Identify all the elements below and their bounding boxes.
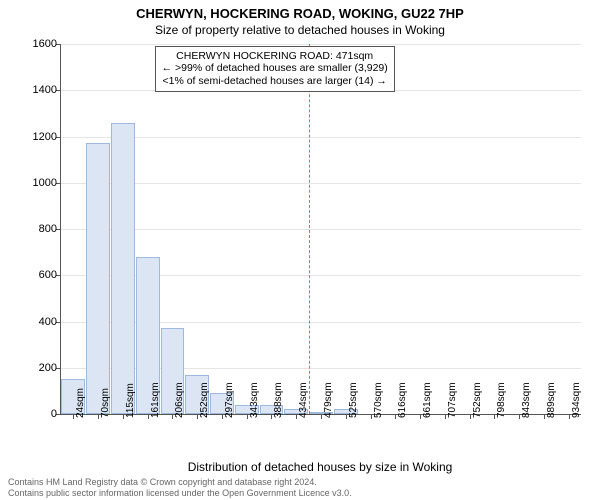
xtick-label: 434sqm xyxy=(298,382,309,418)
xtick-mark xyxy=(321,414,322,419)
footnote: Contains HM Land Registry data © Crown c… xyxy=(8,477,352,498)
ytick-label: 800 xyxy=(39,223,57,235)
annotation-line3: <1% of semi-detached houses are larger (… xyxy=(162,75,388,88)
xtick-label: 479sqm xyxy=(323,382,334,418)
xtick-label: 24sqm xyxy=(75,388,86,418)
xtick-label: 934sqm xyxy=(571,382,582,418)
gridline xyxy=(61,137,581,138)
xtick-label: 388sqm xyxy=(273,382,284,418)
ytick-label: 1200 xyxy=(33,131,57,143)
xtick-label: 889sqm xyxy=(546,382,557,418)
xtick-mark xyxy=(519,414,520,419)
chart-title: CHERWYN, HOCKERING ROAD, WOKING, GU22 7H… xyxy=(0,0,600,21)
xtick-mark xyxy=(420,414,421,419)
xtick-mark xyxy=(371,414,372,419)
xtick-label: 707sqm xyxy=(447,382,458,418)
xtick-label: 70sqm xyxy=(100,388,111,418)
annotation-box: CHERWYN HOCKERING ROAD: 471sqm← >99% of … xyxy=(155,46,395,92)
x-axis-label: Distribution of detached houses by size … xyxy=(60,460,580,474)
xtick-label: 798sqm xyxy=(496,382,507,418)
gridline xyxy=(61,229,581,230)
xtick-label: 252sqm xyxy=(199,382,210,418)
chart-container: CHERWYN, HOCKERING ROAD, WOKING, GU22 7H… xyxy=(0,0,600,500)
xtick-label: 115sqm xyxy=(125,383,136,418)
chart-subtitle: Size of property relative to detached ho… xyxy=(0,23,600,37)
plot-area: 0200400600800100012001400160024sqm70sqm1… xyxy=(60,44,581,415)
xtick-label: 343sqm xyxy=(249,382,260,418)
ytick-label: 1600 xyxy=(33,38,57,50)
ytick-label: 0 xyxy=(51,408,57,420)
xtick-mark xyxy=(148,414,149,419)
gridline xyxy=(61,44,581,45)
xtick-label: 206sqm xyxy=(174,382,185,418)
xtick-mark xyxy=(470,414,471,419)
ytick-label: 1400 xyxy=(33,84,57,96)
histogram-bar xyxy=(86,143,110,414)
xtick-mark xyxy=(346,414,347,419)
ytick-label: 600 xyxy=(39,269,57,281)
xtick-mark xyxy=(569,414,570,419)
xtick-label: 843sqm xyxy=(521,382,532,418)
xtick-label: 525sqm xyxy=(348,382,359,418)
xtick-label: 752sqm xyxy=(472,382,483,418)
xtick-label: 661sqm xyxy=(422,382,433,418)
xtick-label: 161sqm xyxy=(150,382,161,418)
reference-line xyxy=(309,44,310,414)
xtick-mark xyxy=(123,414,124,419)
gridline xyxy=(61,183,581,184)
xtick-mark xyxy=(222,414,223,419)
annotation-line2: ← >99% of detached houses are smaller (3… xyxy=(162,62,388,75)
xtick-mark xyxy=(544,414,545,419)
annotation-line1: CHERWYN HOCKERING ROAD: 471sqm xyxy=(162,50,388,63)
xtick-label: 616sqm xyxy=(397,382,408,418)
ytick-label: 200 xyxy=(39,362,57,374)
footnote-line-1: Contains HM Land Registry data © Crown c… xyxy=(8,477,352,487)
xtick-mark xyxy=(98,414,99,419)
ytick-label: 400 xyxy=(39,316,57,328)
xtick-label: 570sqm xyxy=(373,382,384,418)
xtick-mark xyxy=(247,414,248,419)
xtick-mark xyxy=(445,414,446,419)
ytick-label: 1000 xyxy=(33,177,57,189)
xtick-label: 297sqm xyxy=(224,382,235,418)
footnote-line-2: Contains public sector information licen… xyxy=(8,488,352,498)
histogram-bar xyxy=(111,123,135,414)
